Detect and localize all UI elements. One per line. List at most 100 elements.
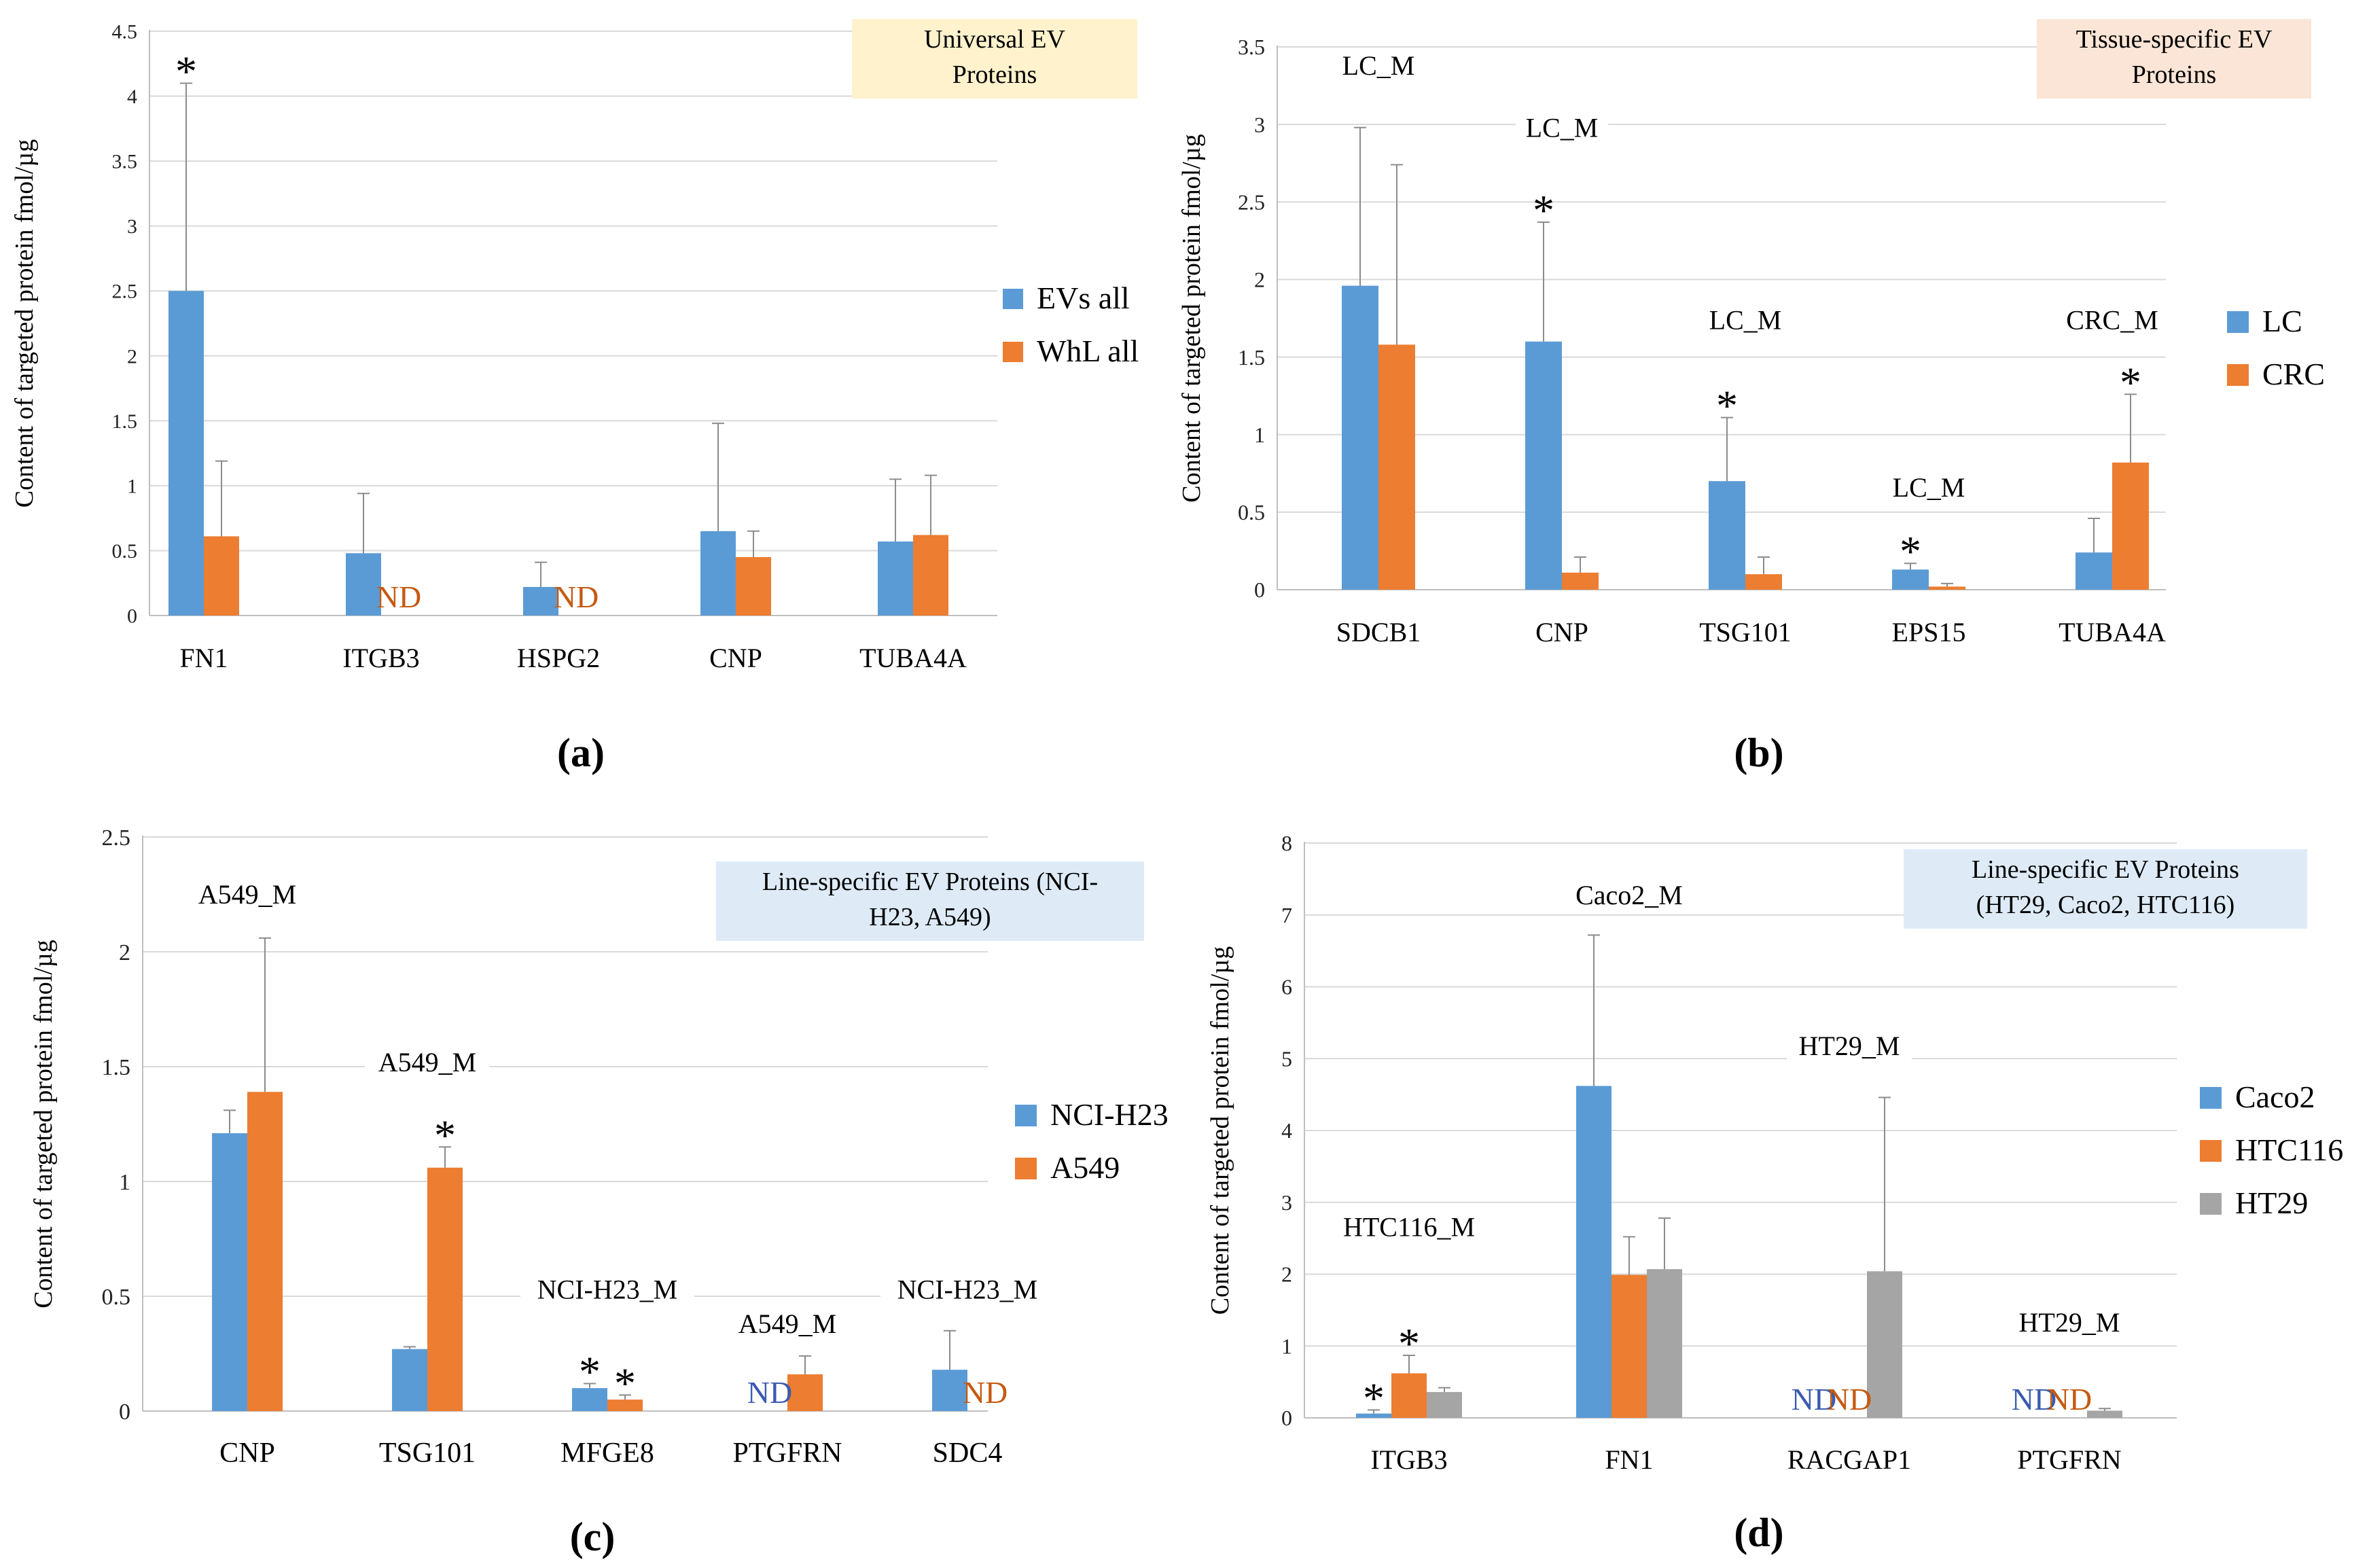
bar	[1867, 1271, 1902, 1418]
title-box-line: (HT29, Caco2, HTC116)	[1976, 891, 2235, 919]
bar	[1525, 341, 1562, 590]
bar	[572, 1388, 607, 1411]
group-label-bg	[1516, 112, 1608, 147]
significance-star: *	[1716, 382, 1738, 430]
group-label-bg	[1330, 1211, 1488, 1246]
group-label: CRC_M	[2066, 304, 2158, 335]
panel-a-caption: (a)	[557, 730, 605, 775]
x-tick-label: PTGFRN	[2017, 1444, 2121, 1475]
group-label: HT29_M	[2019, 1307, 2120, 1338]
legend-label: WhL all	[1037, 334, 1139, 368]
legend-swatch	[1003, 342, 1023, 362]
group-label: LC_M	[1342, 50, 1415, 81]
bar	[1745, 574, 1782, 590]
y-axis-label: Content of targeted protein fmol/µg	[1177, 134, 1206, 503]
y-tick-label: 3.5	[112, 151, 138, 173]
legend-swatch	[2200, 1140, 2222, 1162]
legend-label: A549	[1050, 1150, 1120, 1185]
y-tick-label: 2	[1281, 1262, 1292, 1287]
y-tick-label: 0.5	[1238, 500, 1265, 524]
group-label-bg	[520, 1274, 694, 1308]
panel-b-chart: 0 0.5 1 1.5 2 2.5 3 3.5 Content of targeted prot…	[1177, 19, 2325, 647]
y-tick-label: 3	[1281, 1190, 1292, 1215]
bar	[204, 536, 239, 616]
bar	[1647, 1269, 1682, 1418]
group-label: A549_M	[378, 1047, 476, 1077]
significance-star: *	[579, 1347, 601, 1395]
legend-swatch	[1015, 1105, 1037, 1126]
title-box-line: Tissue-specific EV	[2076, 25, 2273, 54]
significance-star: *	[1533, 186, 1554, 234]
y-tick-label: 3.5	[1238, 35, 1265, 59]
group-label-bg	[1558, 879, 1700, 914]
x-tick-label: SDC4	[933, 1438, 1003, 1469]
significance-star: *	[614, 1359, 636, 1407]
title-box-line: Proteins	[2132, 60, 2217, 89]
y-tick-label: 1	[1281, 1334, 1292, 1358]
title-box-line: Line-specific EV Proteins	[1972, 855, 2239, 884]
y-tick-label: 1.5	[1238, 345, 1265, 370]
bar	[2112, 462, 2149, 590]
legend-label: HT29	[2235, 1186, 2308, 1220]
group-label-bg	[880, 1274, 1054, 1308]
bar	[607, 1400, 643, 1411]
x-tick-label: TSG101	[1699, 617, 1792, 647]
bar	[168, 291, 204, 616]
legend-swatch	[1015, 1158, 1037, 1179]
bar	[2087, 1410, 2122, 1418]
group-label-bg	[2058, 304, 2167, 339]
group-label: LC_M	[1526, 112, 1599, 143]
x-tick-label: MFGE8	[560, 1438, 654, 1469]
x-tick-label: CNP	[219, 1438, 275, 1469]
panel-d-chart: 0 1 2 3 4 5 6 7 8 Content of targeted protein fmo…	[1206, 831, 2343, 1475]
significance-star: *	[1900, 527, 1921, 575]
bar	[700, 531, 736, 616]
x-tick-label: FN1	[179, 643, 228, 673]
group-label: NCI-H23_M	[897, 1274, 1038, 1304]
group-label: LC_M	[1709, 304, 1782, 335]
legend-label: CRC	[2262, 357, 2325, 391]
y-tick-label: 0	[119, 1400, 130, 1425]
legend-swatch	[2200, 1193, 2222, 1215]
y-tick-label: 2	[1254, 268, 1265, 292]
y-tick-label: 4	[127, 86, 137, 108]
group-label: LC_M	[1893, 472, 1965, 503]
significance-star: *	[2120, 358, 2141, 406]
group-label: A549_M	[198, 879, 296, 910]
y-tick-label: 0.5	[112, 540, 138, 563]
y-tick-label: 2.5	[112, 281, 138, 303]
group-label-bg	[1699, 304, 1792, 339]
x-tick-label: CNP	[1535, 617, 1588, 647]
bar	[1892, 569, 1929, 590]
group-label-bg	[1883, 472, 1975, 507]
y-tick-label: 3	[1254, 112, 1265, 137]
y-tick-label: 1	[119, 1170, 130, 1195]
title-box-line: Line-specific EV Proteins (NCI-	[762, 868, 1098, 896]
title-box	[1904, 849, 2307, 929]
bar	[787, 1374, 823, 1411]
legend-label: NCI-H23	[1050, 1097, 1169, 1132]
y-tick-label: 2.5	[1238, 190, 1265, 214]
title-box	[852, 19, 1137, 99]
y-tick-label: 2.5	[102, 825, 131, 851]
significance-star: *	[1398, 1319, 1420, 1368]
y-tick-label: 0	[1281, 1406, 1292, 1430]
y-tick-label: 1	[127, 475, 137, 497]
bar	[1378, 344, 1415, 590]
bar	[1391, 1373, 1427, 1418]
group-label: Caco2_M	[1575, 880, 1683, 910]
bar	[878, 541, 913, 616]
legend-label: LC	[2262, 304, 2302, 338]
y-tick-label: 3	[127, 215, 137, 238]
bar	[427, 1167, 463, 1411]
bar	[212, 1133, 247, 1411]
panel-b-caption: (b)	[1734, 730, 1783, 775]
bar	[1576, 1086, 1611, 1418]
x-tick-label: ITGB3	[1370, 1444, 1447, 1475]
legend-swatch	[1003, 289, 1023, 309]
nd-label: ND	[963, 1375, 1008, 1410]
panel-a-chart: 0 0.5 1 1.5 2 2.5 3 3.5 4 4.5 Content of targeted …	[10, 19, 1139, 673]
bar	[1929, 586, 1965, 590]
legend-swatch	[2227, 311, 2249, 333]
